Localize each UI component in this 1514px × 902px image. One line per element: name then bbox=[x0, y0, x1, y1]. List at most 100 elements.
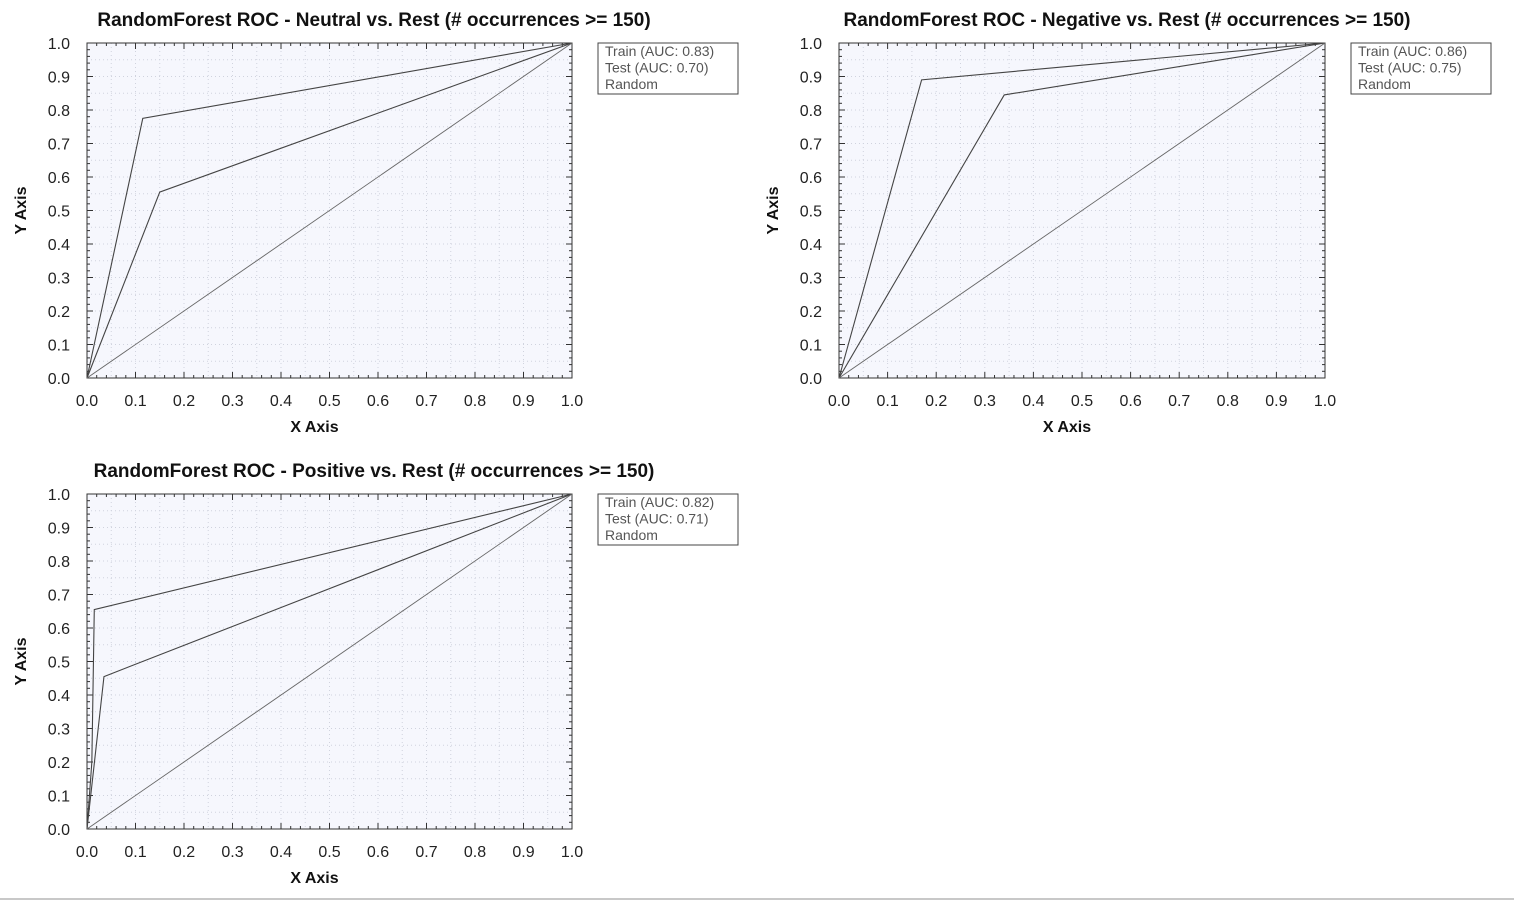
grid bbox=[87, 43, 572, 378]
train-roc-line bbox=[86, 42, 573, 379]
train-roc-line bbox=[838, 42, 1326, 379]
y-tick-label: 0.6 bbox=[48, 170, 70, 187]
y-tick-label: 1.0 bbox=[48, 487, 70, 504]
legend: Train (AUC: 0.82)Test (AUC: 0.71)Random bbox=[597, 493, 739, 546]
legend-entry-test: Test (AUC: 0.75) bbox=[1358, 60, 1461, 76]
y-tick-label: 0.2 bbox=[48, 304, 70, 321]
y-tick-label: 0.5 bbox=[48, 204, 70, 221]
x-tick-label: 0.9 bbox=[1265, 393, 1287, 410]
y-tick-label: 0.1 bbox=[48, 338, 70, 355]
axis-frame bbox=[86, 42, 573, 379]
x-tick-label: 0.0 bbox=[76, 844, 98, 861]
x-tick-label: 0.0 bbox=[828, 393, 850, 410]
x-tick-label: 0.1 bbox=[876, 393, 898, 410]
y-axis-label: Y Axis bbox=[765, 186, 782, 234]
y-tick-label: 0.7 bbox=[48, 588, 70, 605]
x-tick-label: 1.0 bbox=[561, 844, 583, 861]
legend-entry-train: Train (AUC: 0.82) bbox=[605, 494, 714, 510]
x-tick-label: 0.9 bbox=[512, 844, 534, 861]
roc-chart-3: RandomForest ROC - Positive vs. Rest (# … bbox=[13, 461, 739, 887]
roc-chart-2: RandomForest ROC - Negative vs. Rest (# … bbox=[765, 10, 1492, 436]
y-tick-label: 0.9 bbox=[48, 521, 70, 538]
x-tick-label: 1.0 bbox=[1314, 393, 1336, 410]
roc-chart-1: RandomForest ROC - Neutral vs. Rest (# o… bbox=[13, 10, 739, 436]
x-tick-label: 0.8 bbox=[464, 844, 486, 861]
random-roc-line bbox=[838, 42, 1326, 379]
test-roc-line bbox=[86, 493, 573, 830]
y-tick-label: 0.2 bbox=[48, 755, 70, 772]
y-tick-label: 0.4 bbox=[800, 237, 822, 254]
y-tick-label: 0.8 bbox=[800, 103, 822, 120]
legend-entry-test: Test (AUC: 0.71) bbox=[605, 511, 708, 527]
y-tick-label: 0.1 bbox=[48, 789, 70, 806]
legend: Train (AUC: 0.86)Test (AUC: 0.75)Random bbox=[1350, 42, 1492, 95]
axis-frame bbox=[86, 493, 573, 830]
x-tick-label: 0.6 bbox=[367, 393, 389, 410]
y-tick-label: 0.0 bbox=[48, 371, 70, 388]
y-tick-label: 0.0 bbox=[800, 371, 822, 388]
x-tick-label: 0.9 bbox=[512, 393, 534, 410]
x-axis-label: X Axis bbox=[290, 419, 338, 436]
y-tick-label: 0.0 bbox=[48, 822, 70, 839]
x-tick-label: 1.0 bbox=[561, 393, 583, 410]
x-tick-label: 0.6 bbox=[367, 844, 389, 861]
x-tick-label: 0.8 bbox=[464, 393, 486, 410]
legend-box bbox=[597, 42, 739, 95]
test-roc-line bbox=[86, 42, 573, 379]
chart-title: RandomForest ROC - Negative vs. Rest (# … bbox=[843, 10, 1410, 31]
legend-box bbox=[1350, 42, 1492, 95]
x-tick-label: 0.3 bbox=[221, 393, 243, 410]
chart-title: RandomForest ROC - Neutral vs. Rest (# o… bbox=[97, 10, 650, 31]
x-tick-label: 0.1 bbox=[124, 844, 146, 861]
x-axis-label: X Axis bbox=[1043, 419, 1091, 436]
x-axis-label: X Axis bbox=[290, 870, 338, 887]
y-tick-label: 0.8 bbox=[48, 554, 70, 571]
y-tick-label: 0.1 bbox=[800, 338, 822, 355]
x-tick-label: 0.6 bbox=[1119, 393, 1141, 410]
y-tick-label: 0.5 bbox=[48, 655, 70, 672]
legend-entry-train: Train (AUC: 0.83) bbox=[605, 43, 714, 59]
x-tick-label: 0.2 bbox=[173, 844, 195, 861]
grid bbox=[87, 494, 572, 829]
y-tick-label: 0.5 bbox=[800, 204, 822, 221]
grid bbox=[839, 43, 1325, 378]
x-tick-label: 0.8 bbox=[1217, 393, 1239, 410]
x-tick-label: 0.5 bbox=[1071, 393, 1093, 410]
y-tick-label: 0.7 bbox=[800, 137, 822, 154]
legend-box bbox=[597, 493, 739, 546]
x-tick-label: 0.4 bbox=[270, 393, 292, 410]
x-tick-label: 0.2 bbox=[925, 393, 947, 410]
y-tick-label: 1.0 bbox=[48, 36, 70, 53]
x-tick-label: 0.5 bbox=[318, 393, 340, 410]
y-axis-label: Y Axis bbox=[13, 186, 30, 234]
legend-entry-random: Random bbox=[1358, 76, 1411, 92]
legend: Train (AUC: 0.83)Test (AUC: 0.70)Random bbox=[597, 42, 739, 95]
y-tick-label: 0.9 bbox=[48, 70, 70, 87]
y-tick-label: 0.3 bbox=[48, 271, 70, 288]
x-tick-label: 0.0 bbox=[76, 393, 98, 410]
chart-title: RandomForest ROC - Positive vs. Rest (# … bbox=[94, 461, 655, 482]
x-tick-label: 0.3 bbox=[974, 393, 996, 410]
y-tick-label: 0.2 bbox=[800, 304, 822, 321]
x-tick-label: 0.7 bbox=[415, 393, 437, 410]
legend-entry-random: Random bbox=[605, 76, 658, 92]
y-tick-label: 0.4 bbox=[48, 688, 70, 705]
y-tick-label: 0.9 bbox=[800, 70, 822, 87]
x-tick-label: 0.7 bbox=[415, 844, 437, 861]
y-tick-label: 0.6 bbox=[48, 621, 70, 638]
y-tick-label: 1.0 bbox=[800, 36, 822, 53]
bottom-divider bbox=[0, 898, 1514, 900]
legend-entry-train: Train (AUC: 0.86) bbox=[1358, 43, 1467, 59]
x-tick-label: 0.7 bbox=[1168, 393, 1190, 410]
x-tick-label: 0.3 bbox=[221, 844, 243, 861]
legend-entry-random: Random bbox=[605, 527, 658, 543]
random-roc-line bbox=[86, 493, 573, 830]
y-axis-label: Y Axis bbox=[13, 637, 30, 685]
y-tick-label: 0.7 bbox=[48, 137, 70, 154]
x-tick-label: 0.5 bbox=[318, 844, 340, 861]
y-tick-label: 0.3 bbox=[800, 271, 822, 288]
test-roc-line bbox=[838, 42, 1326, 379]
legend-entry-test: Test (AUC: 0.70) bbox=[605, 60, 708, 76]
y-tick-label: 0.3 bbox=[48, 722, 70, 739]
